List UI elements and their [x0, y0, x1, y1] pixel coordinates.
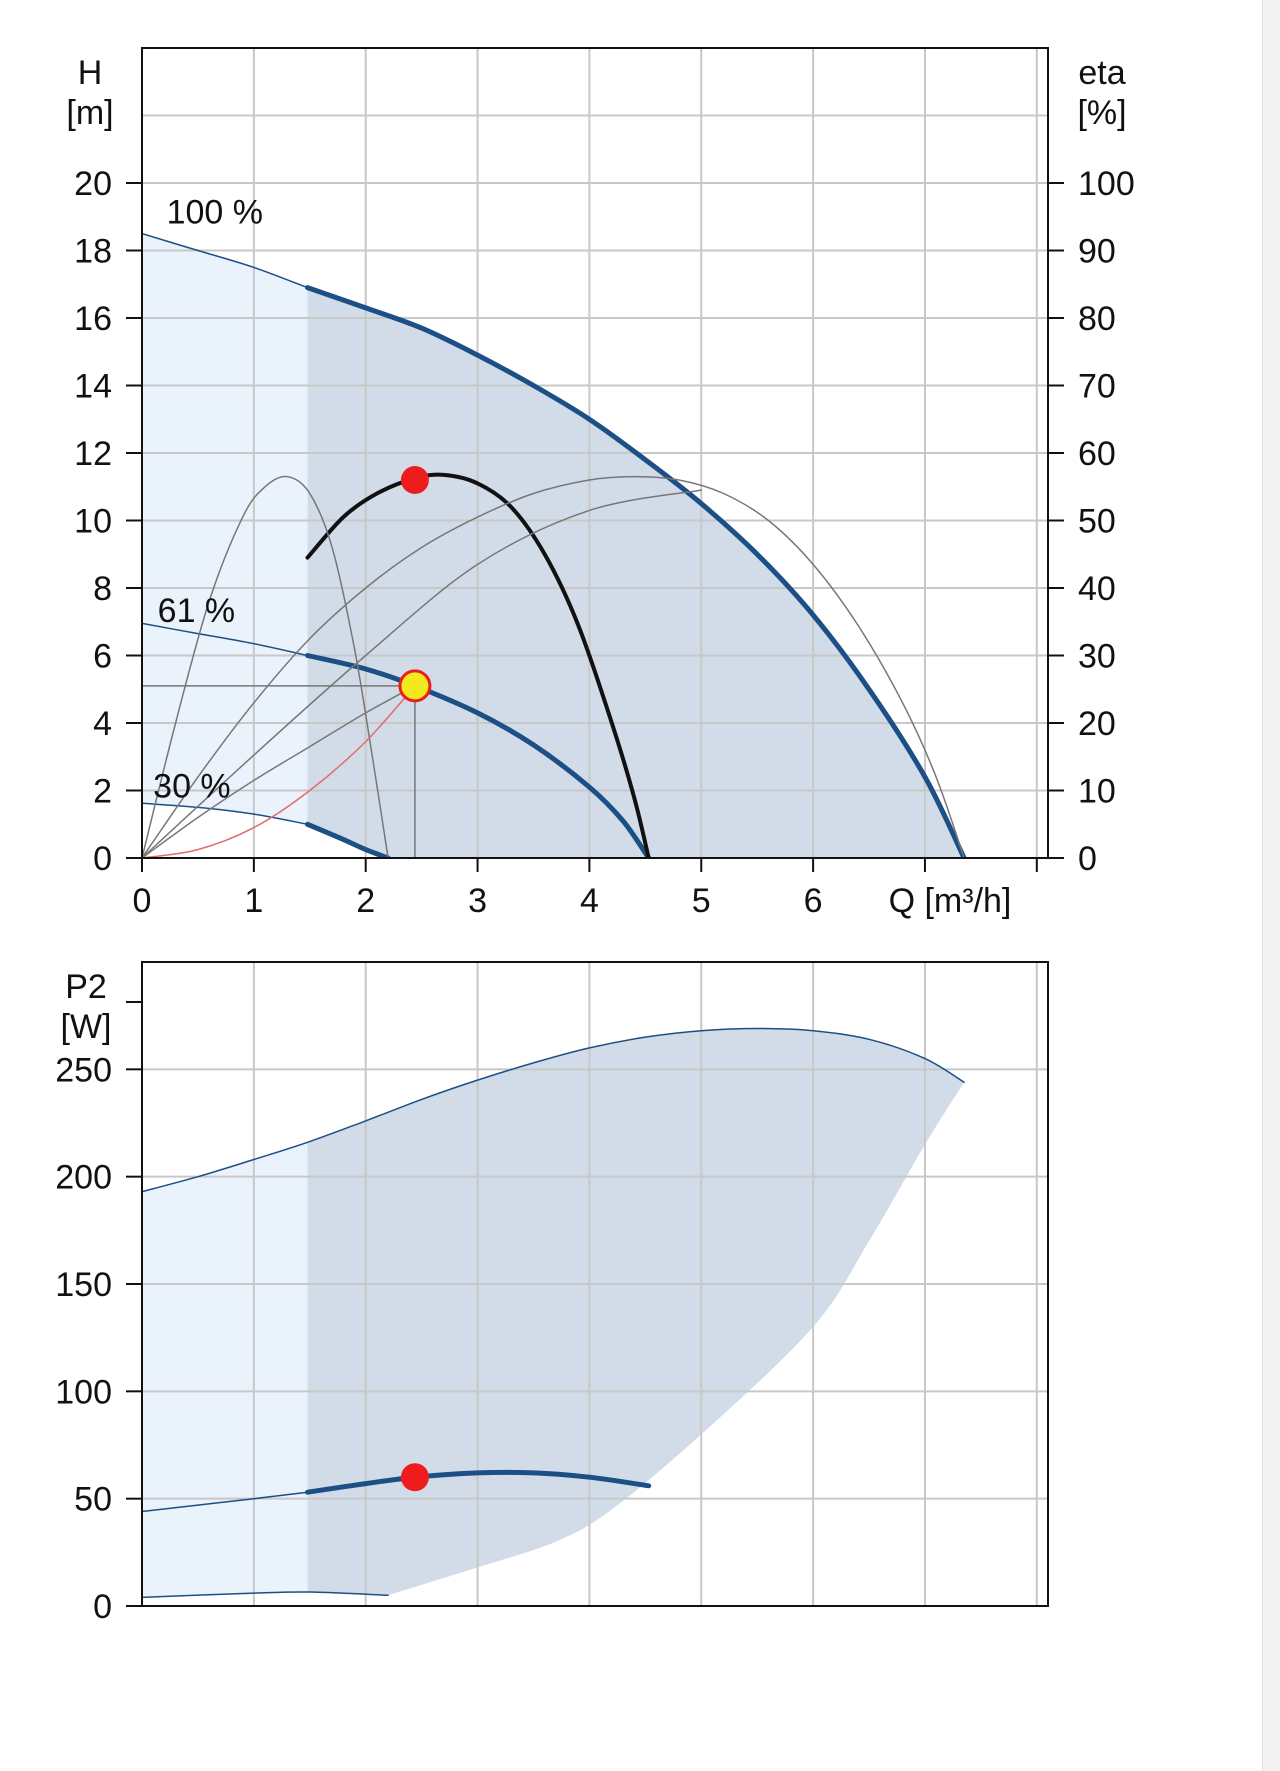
p2-tick-label: 150 [55, 1266, 112, 1304]
q-tick-label: 1 [244, 882, 263, 920]
eta-tick-label: 20 [1078, 705, 1116, 743]
duty-point-marker [398, 669, 432, 703]
q-tick-label: 5 [692, 882, 711, 920]
power-chart-grid [142, 962, 1048, 1606]
head-low-flow-region [142, 233, 308, 858]
vertical-scrollbar[interactable] [1262, 0, 1280, 1771]
power-series-2 [142, 1491, 309, 1513]
eta-tick-label: 80 [1078, 300, 1116, 338]
eta-tick-label: 60 [1078, 435, 1116, 473]
head-series-5 [142, 802, 309, 826]
p2-tick-label: 200 [55, 1159, 112, 1197]
p2-tick-label: 50 [74, 1481, 112, 1519]
head-series-7 [142, 475, 965, 858]
head-series-3 [142, 622, 309, 657]
eta-tick-label: 0 [1078, 840, 1097, 878]
h-axis-label: H [78, 54, 103, 92]
head-series-11 [142, 685, 416, 858]
speed-label: 100 % [167, 194, 263, 232]
eta-tick-label: 30 [1078, 638, 1116, 676]
eta-tick-label: 10 [1078, 773, 1116, 811]
q-tick-label: 6 [804, 882, 823, 920]
head-series-9 [142, 489, 703, 858]
head-series-1 [142, 232, 309, 289]
h-tick-label: 18 [74, 233, 112, 271]
head-chart: 0246810121416182001020304050607080901000… [66, 47, 1135, 920]
h-tick-label: 0 [93, 840, 112, 878]
head-series-4 [305, 821, 391, 858]
power-series-0 [142, 1027, 965, 1193]
h-tick-label: 12 [74, 435, 112, 473]
h-tick-label: 2 [93, 773, 112, 811]
power-operating-region [307, 1028, 965, 1596]
head-series-2 [305, 653, 652, 858]
h-tick-label: 20 [74, 165, 112, 203]
q-tick-label: 2 [356, 882, 375, 920]
head-series-6 [305, 472, 651, 858]
h-tick-label: 8 [93, 570, 112, 608]
p2-tick-label: 100 [55, 1373, 112, 1411]
head-series-8 [142, 475, 389, 858]
power-chart: 0 50 100 150 200 250 P2 [W] [55, 961, 1049, 1626]
p2-tick-label: 250 [55, 1051, 112, 1089]
head-operating-region [307, 287, 965, 858]
head-chart-ticks: 0246810121416182001020304050607080901000… [74, 165, 1135, 920]
q-axis-label: Q [m³/h] [889, 882, 1012, 920]
speed-label: 30 % [153, 767, 231, 805]
efficiency-marker [400, 466, 429, 494]
p2-axis-unit: [W] [61, 1008, 112, 1046]
head-curves [142, 232, 967, 858]
eta-tick-label: 70 [1078, 368, 1116, 406]
q-tick-label: 0 [133, 882, 152, 920]
h-tick-label: 16 [74, 300, 112, 338]
power-series-3 [142, 1591, 389, 1599]
p2-axis-label: P2 [65, 968, 107, 1006]
power-series-1 [305, 1469, 652, 1495]
q-tick-label: 4 [580, 882, 599, 920]
head-series-10 [142, 685, 416, 858]
q-tick-label: 3 [468, 882, 487, 920]
power-curves [142, 1027, 965, 1599]
h-tick-label: 14 [74, 368, 112, 406]
power-chart-ticks: 0 50 100 150 200 250 [55, 1001, 142, 1626]
eta-tick-label: 90 [1078, 233, 1116, 271]
h-tick-label: 6 [93, 638, 112, 676]
eta-tick-label: 100 [1078, 165, 1135, 203]
h-tick-label: 4 [93, 705, 112, 743]
eta-axis-unit: [%] [1077, 94, 1126, 132]
h-tick-label: 10 [74, 503, 112, 541]
power-marker [400, 1463, 429, 1492]
eta-tick-label: 50 [1078, 503, 1116, 541]
speed-label: 61 % [158, 592, 236, 630]
p2-tick-label: 0 [93, 1588, 112, 1626]
h-axis-unit: [m] [66, 94, 113, 132]
power-low-flow-region [142, 1142, 308, 1598]
eta-axis-label: eta [1078, 54, 1125, 92]
eta-tick-label: 40 [1078, 570, 1116, 608]
head-series-0 [305, 285, 967, 858]
